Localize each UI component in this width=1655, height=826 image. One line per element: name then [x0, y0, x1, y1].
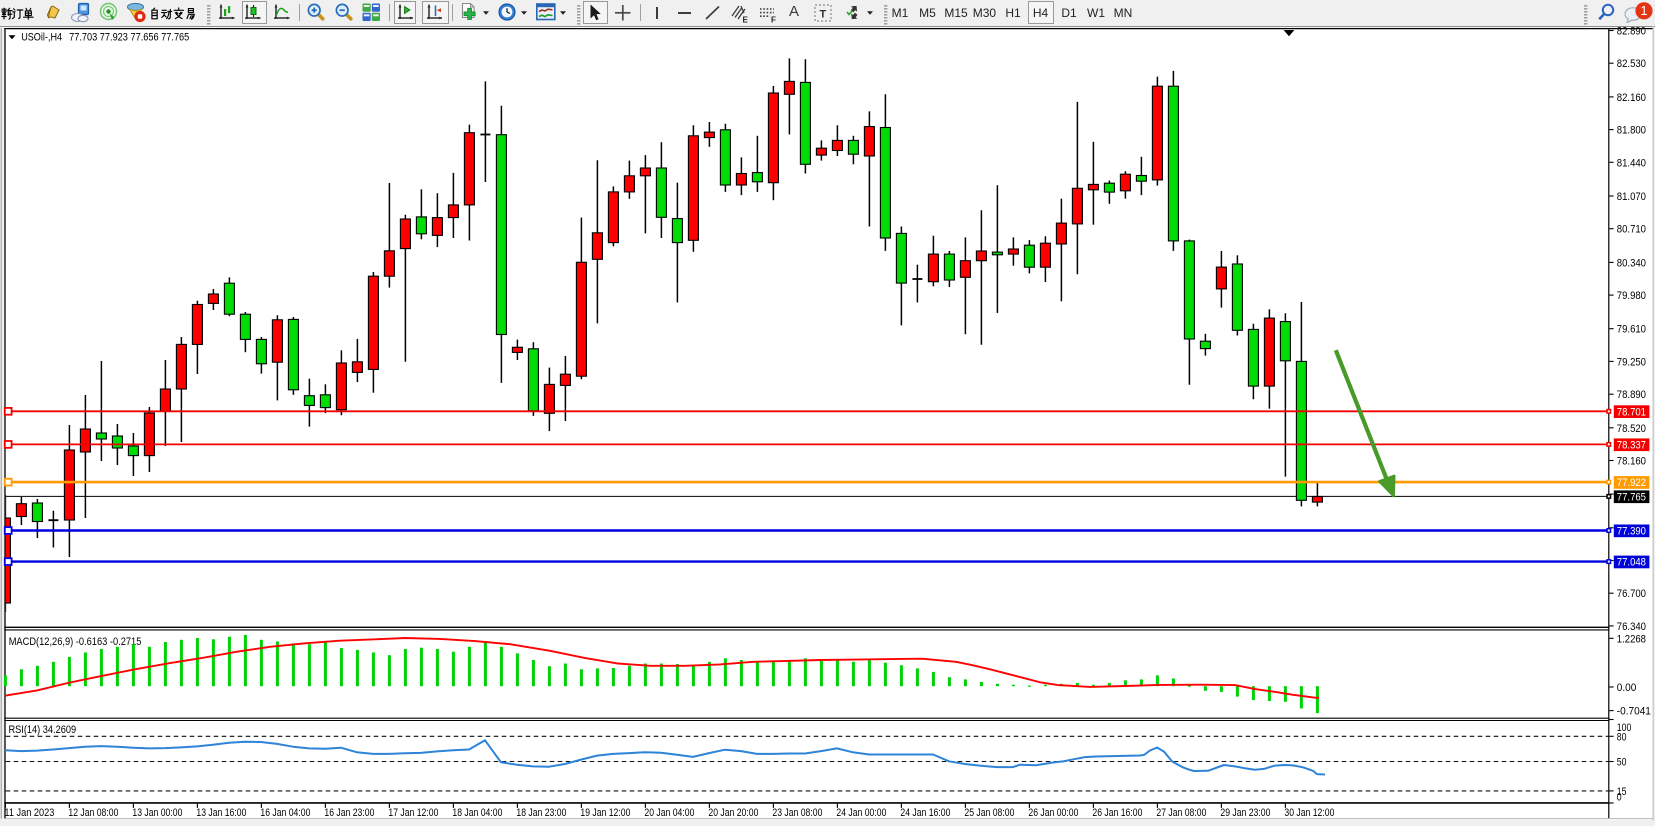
svg-text:F: F — [771, 16, 776, 25]
svg-text:80.340: 80.340 — [1617, 257, 1646, 269]
svg-text:24 Jan 16:00: 24 Jan 16:00 — [900, 807, 950, 819]
svg-text:20 Jan 20:00: 20 Jan 20:00 — [708, 807, 758, 819]
svg-text:82.160: 82.160 — [1617, 92, 1646, 104]
svg-text:30 Jan 12:00: 30 Jan 12:00 — [1284, 807, 1334, 819]
svg-text:1.2268: 1.2268 — [1617, 633, 1646, 645]
svg-text:23 Jan 08:00: 23 Jan 08:00 — [772, 807, 822, 819]
svg-text:77.048: 77.048 — [1617, 557, 1646, 569]
svg-text:100: 100 — [1617, 722, 1632, 734]
svg-text:18 Jan 04:00: 18 Jan 04:00 — [452, 807, 502, 819]
svg-text:50: 50 — [1617, 757, 1627, 769]
svg-text:77.390: 77.390 — [1617, 526, 1646, 538]
svg-text:20 Jan 04:00: 20 Jan 04:00 — [644, 807, 694, 819]
svg-text:76.340: 76.340 — [1617, 621, 1646, 633]
svg-text:24 Jan 00:00: 24 Jan 00:00 — [836, 807, 886, 819]
svg-text:16 Jan 23:00: 16 Jan 23:00 — [324, 807, 374, 819]
svg-text:29 Jan 23:00: 29 Jan 23:00 — [1220, 807, 1270, 819]
svg-text:USOil-,H4: USOil-,H4 — [21, 31, 62, 43]
svg-text:16 Jan 04:00: 16 Jan 04:00 — [260, 807, 310, 819]
svg-text:77.922: 77.922 — [1617, 477, 1646, 489]
svg-text:77.703 77.923 77.656 77.765: 77.703 77.923 77.656 77.765 — [69, 31, 189, 43]
svg-text:27 Jan 08:00: 27 Jan 08:00 — [1156, 807, 1206, 819]
svg-text:19 Jan 12:00: 19 Jan 12:00 — [580, 807, 630, 819]
svg-text:79.610: 79.610 — [1617, 324, 1646, 336]
svg-text:78.520: 78.520 — [1617, 423, 1646, 435]
svg-text:81.440: 81.440 — [1617, 157, 1646, 169]
svg-text:13 Jan 00:00: 13 Jan 00:00 — [132, 807, 182, 819]
svg-text:15: 15 — [1617, 786, 1627, 798]
svg-text:26 Jan 00:00: 26 Jan 00:00 — [1028, 807, 1078, 819]
svg-text:26 Jan 16:00: 26 Jan 16:00 — [1092, 807, 1142, 819]
svg-text:MACD(12,26,9) -0.6163 -0.2715: MACD(12,26,9) -0.6163 -0.2715 — [9, 636, 142, 648]
svg-text:0: 0 — [1617, 792, 1622, 804]
svg-text:-0.7041: -0.7041 — [1617, 706, 1651, 718]
svg-text:T: T — [820, 9, 827, 21]
svg-text:82.890: 82.890 — [1617, 26, 1646, 38]
svg-text:E: E — [743, 16, 749, 25]
svg-text:12 Jan 08:00: 12 Jan 08:00 — [68, 807, 118, 819]
svg-text:78.337: 78.337 — [1617, 439, 1646, 451]
svg-text:79.980: 79.980 — [1617, 290, 1646, 302]
svg-text:78.160: 78.160 — [1617, 456, 1646, 468]
svg-text:78.701: 78.701 — [1617, 406, 1646, 418]
svg-text:80.710: 80.710 — [1617, 224, 1646, 236]
svg-text:76.700: 76.700 — [1617, 588, 1646, 600]
svg-text:17 Jan 12:00: 17 Jan 12:00 — [388, 807, 438, 819]
svg-text:25 Jan 08:00: 25 Jan 08:00 — [964, 807, 1014, 819]
svg-text:82.530: 82.530 — [1617, 58, 1646, 70]
svg-text:81.800: 81.800 — [1617, 125, 1646, 137]
svg-text:80: 80 — [1617, 731, 1627, 743]
svg-text:13 Jan 16:00: 13 Jan 16:00 — [196, 807, 246, 819]
svg-text:11 Jan 2023: 11 Jan 2023 — [4, 807, 54, 819]
svg-text:1: 1 — [1640, 3, 1647, 18]
svg-text:81.070: 81.070 — [1617, 191, 1646, 203]
svg-text:79.250: 79.250 — [1617, 356, 1646, 368]
svg-text:78.890: 78.890 — [1617, 389, 1646, 401]
svg-text:RSI(14) 34.2609: RSI(14) 34.2609 — [9, 724, 77, 736]
svg-text:0.00: 0.00 — [1617, 682, 1637, 694]
svg-text:18 Jan 23:00: 18 Jan 23:00 — [516, 807, 566, 819]
svg-text:77.765: 77.765 — [1617, 491, 1646, 503]
